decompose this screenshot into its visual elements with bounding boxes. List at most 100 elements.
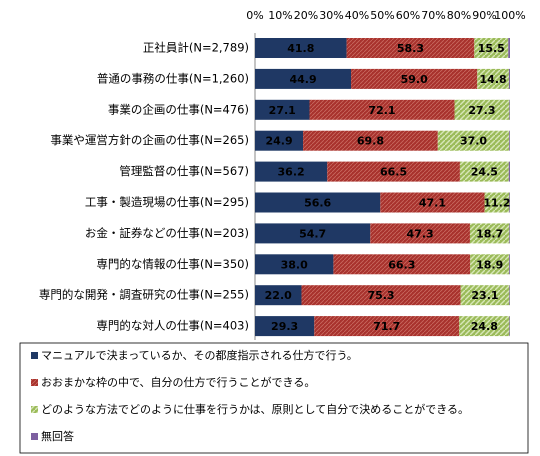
bar-segment	[380, 192, 485, 213]
legend-swatch	[31, 433, 38, 440]
value-label: 58.3	[397, 42, 424, 55]
value-label: 59.0	[401, 73, 428, 86]
bar-segment	[255, 192, 381, 213]
bar-segment	[255, 130, 304, 151]
category-label: 専門的な情報の仕事(N=350)	[96, 257, 249, 271]
bar-segment	[509, 223, 510, 244]
legend-label: おおまかな枠の中で、自分の仕方で行うことができる。	[41, 375, 315, 389]
value-label: 11.2	[483, 197, 510, 210]
value-label: 23.1	[471, 289, 498, 302]
bar-segment	[301, 285, 461, 306]
category-label: 専門的な対人の仕事(N=403)	[96, 319, 249, 333]
value-label: 69.8	[357, 135, 384, 148]
value-label: 54.7	[299, 227, 326, 240]
x-tick-label: 20%	[294, 9, 318, 22]
bar-segment	[255, 254, 334, 275]
category-label: 普通の事務の仕事(N=1,260)	[97, 71, 249, 85]
bar-segment	[255, 68, 352, 89]
bar-segment	[351, 68, 478, 89]
bar-segment	[509, 99, 510, 120]
bar-segment	[255, 285, 302, 306]
bar-segment	[346, 38, 475, 58]
value-label: 47.1	[419, 197, 446, 210]
legend-label: どのような方法でどのように仕事を行うかは、原則として自分で決めることができる。	[41, 402, 469, 416]
value-label: 44.9	[289, 73, 316, 86]
legend-swatch	[31, 379, 38, 386]
x-tick-label: 90%	[472, 9, 496, 22]
bar-segment	[508, 38, 510, 58]
bar-segment	[509, 285, 510, 306]
value-label: 75.3	[367, 289, 394, 302]
value-label: 66.3	[388, 258, 415, 271]
bar-segment	[255, 223, 371, 244]
bar-segment	[484, 192, 510, 213]
x-tick-label: 0%	[246, 9, 263, 22]
bar-segment	[508, 68, 510, 89]
x-tick-label: 50%	[370, 9, 394, 22]
bar-segment	[459, 161, 509, 182]
x-tick-label: 70%	[421, 9, 445, 22]
bar-segment	[255, 38, 347, 58]
bar-segment	[255, 99, 310, 120]
legend-swatch	[31, 352, 38, 359]
value-label: 18.9	[476, 258, 503, 271]
category-label: 正社員計(N=2,789)	[143, 41, 249, 55]
category-label: 事業や運営方針の企画の仕事(N=265)	[50, 133, 249, 147]
category-label: お金・証券などの仕事(N=203)	[85, 226, 249, 240]
bar-segment	[454, 99, 510, 120]
bar-segment	[460, 285, 510, 306]
bar-segment	[370, 223, 470, 244]
legend-swatch	[31, 406, 38, 413]
value-label: 24.5	[471, 166, 498, 179]
bar-segment	[437, 130, 510, 151]
bar-segment	[255, 161, 328, 182]
bar-segment	[459, 316, 510, 337]
category-label: 事業の企画の仕事(N=476)	[108, 102, 249, 116]
value-label: 22.0	[265, 289, 292, 302]
x-tick-label: 30%	[319, 9, 343, 22]
bar-segment	[509, 316, 510, 337]
category-label: 管理監督の仕事(N=567)	[119, 164, 249, 178]
x-tick-label: 10%	[268, 9, 292, 22]
bar-segment	[509, 192, 510, 213]
value-label: 38.0	[281, 258, 308, 271]
bar-segment	[303, 130, 438, 151]
x-tick-label: 40%	[345, 9, 369, 22]
legend-box	[19, 342, 529, 454]
value-label: 24.8	[471, 320, 498, 333]
category-label: 工事・製造現場の仕事(N=295)	[85, 195, 249, 209]
legend-label: 無回答	[41, 429, 74, 443]
value-label: 15.5	[478, 42, 505, 55]
bar-segment	[469, 223, 510, 244]
bar-segment	[333, 254, 471, 275]
x-tick-label: 100%	[494, 9, 525, 22]
value-label: 71.7	[373, 320, 400, 333]
value-label: 14.8	[480, 73, 507, 86]
category-label: 専門的な開発・調査研究の仕事(N=255)	[39, 288, 249, 302]
bar-segment	[474, 38, 509, 58]
value-label: 18.7	[476, 227, 503, 240]
value-label: 47.3	[407, 227, 434, 240]
bar-segment	[477, 68, 509, 89]
legend-label: マニュアルで決まっているか、その都度指示される仕方で行う。	[41, 348, 358, 362]
bar-segment	[470, 254, 510, 275]
value-label: 24.9	[265, 135, 292, 148]
value-label: 27.3	[468, 104, 495, 117]
value-label: 41.8	[287, 42, 314, 55]
value-label: 27.1	[269, 104, 296, 117]
x-tick-label: 80%	[447, 9, 471, 22]
value-label: 66.5	[380, 166, 407, 179]
bar-segment	[314, 316, 460, 337]
value-label: 56.6	[304, 197, 331, 210]
bar-segment	[508, 161, 510, 182]
value-label: 29.3	[271, 320, 298, 333]
bar-segment	[309, 99, 455, 120]
value-label: 37.0	[460, 135, 487, 148]
value-label: 72.1	[368, 104, 395, 117]
bar-segment	[509, 254, 510, 275]
x-tick-label: 60%	[396, 9, 420, 22]
bar-segment	[327, 161, 460, 182]
bar-segment	[255, 316, 315, 337]
bar-segment	[509, 130, 510, 151]
